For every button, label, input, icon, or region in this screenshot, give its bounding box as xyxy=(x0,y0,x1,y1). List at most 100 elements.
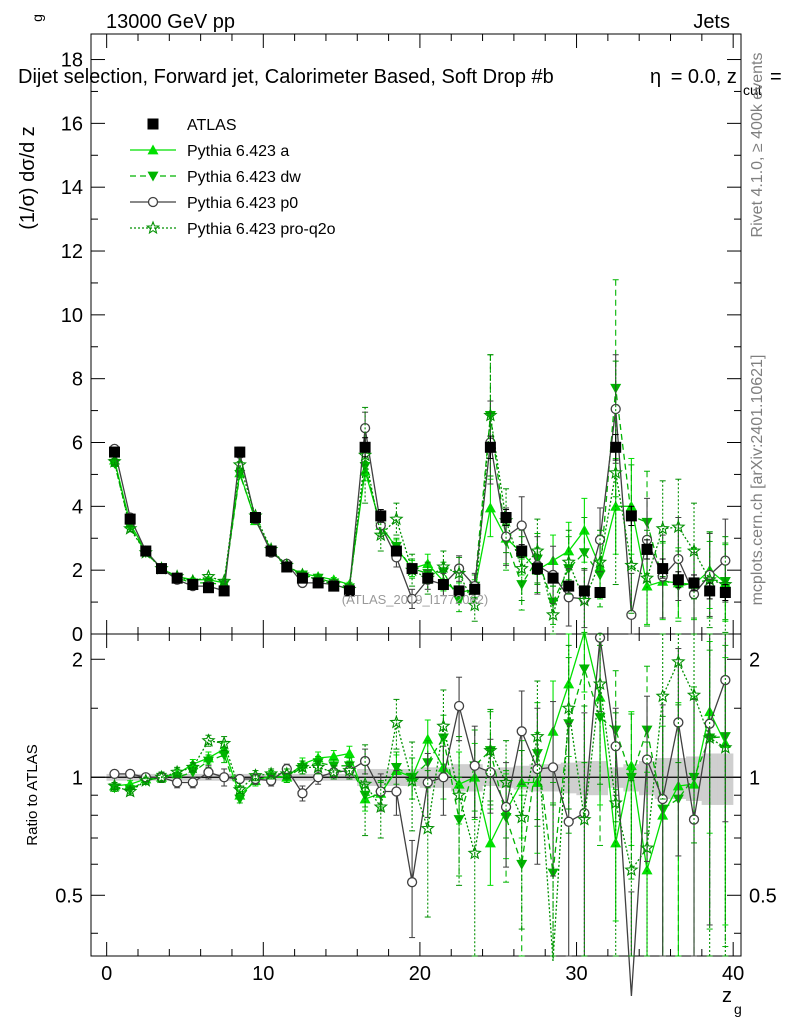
marker-star xyxy=(201,733,216,747)
marker-star xyxy=(624,862,639,877)
ratio-series-layer xyxy=(107,629,733,997)
ratio-ytick-label: 1 xyxy=(72,767,83,789)
marker-star xyxy=(311,759,326,774)
marker-star xyxy=(232,457,247,471)
marker-star xyxy=(279,766,294,781)
series-line xyxy=(113,408,726,616)
marker-square xyxy=(296,572,308,584)
marker-circle xyxy=(125,768,136,780)
marker-square xyxy=(108,446,120,458)
legend-item: Pythia 6.423 dw xyxy=(130,169,301,186)
ratio-ytick-label: 2 xyxy=(72,649,83,671)
legend-label: Pythia 6.423 a xyxy=(187,143,289,160)
main-ytick-label: 2 xyxy=(72,560,83,582)
xtick-label: 30 xyxy=(565,963,587,985)
marker-circle xyxy=(626,609,637,621)
marker-triangle-up xyxy=(641,580,653,591)
marker-star xyxy=(420,821,435,835)
marker-circle xyxy=(516,520,527,531)
ratio-ytick-label-right: 0.5 xyxy=(749,885,777,907)
title-eta-symbol: η xyxy=(650,66,661,88)
marker-triangle-down xyxy=(516,859,528,870)
marker-star xyxy=(145,220,161,235)
marker-circle xyxy=(563,816,574,827)
marker-star xyxy=(138,773,153,787)
series-line xyxy=(113,459,726,594)
marker-square xyxy=(422,572,434,584)
marker-square xyxy=(281,561,293,573)
marker-star xyxy=(169,764,185,779)
marker-star xyxy=(107,454,122,468)
marker-square xyxy=(249,512,261,524)
main-ytick-label: 14 xyxy=(61,177,83,199)
marker-circle xyxy=(203,767,214,778)
marker-star xyxy=(373,527,388,542)
series-pythia-6-423-pro-q2o xyxy=(107,633,733,961)
marker-square xyxy=(516,545,528,557)
legend-label: Pythia 6.423 dw xyxy=(187,169,301,186)
main-ylabel: (1/σ) dσ/d z xyxy=(17,126,39,230)
marker-star xyxy=(467,845,482,860)
marker-star xyxy=(592,554,608,569)
marker-circle xyxy=(469,760,480,771)
title-cut-sub: cut xyxy=(743,82,762,98)
marker-circle xyxy=(563,592,574,603)
marker-star xyxy=(483,742,498,757)
legend-label: Pythia 6.423 p0 xyxy=(187,195,298,212)
marker-star xyxy=(123,784,138,798)
marker-circle xyxy=(187,777,198,788)
plot-title-eta: η = 0.0, z xyxy=(650,66,737,88)
header-right: Jets xyxy=(693,11,730,33)
legend-item: Pythia 6.423 pro-q2o xyxy=(130,220,336,238)
marker-square xyxy=(218,585,230,597)
marker-star xyxy=(608,795,623,810)
marker-triangle-up xyxy=(328,750,340,761)
marker-star xyxy=(561,554,576,569)
analysis-watermark: (ATLAS_2019_I1772062) xyxy=(342,592,488,607)
marker-star xyxy=(154,769,169,784)
marker-star xyxy=(232,782,247,796)
marker-square xyxy=(641,543,653,555)
series-line xyxy=(114,637,726,997)
marker-star xyxy=(107,778,122,793)
marker-star xyxy=(624,557,639,572)
ratio-ylabel: Ratio to ATLAS xyxy=(24,744,41,845)
marker-triangle-up xyxy=(641,864,653,875)
marker-square xyxy=(312,577,324,589)
marker-square xyxy=(171,572,183,584)
mcplots-label: mcplots.cern.ch [arXiv:2401.10621] xyxy=(749,355,766,606)
marker-square xyxy=(531,563,543,575)
marker-circle xyxy=(406,877,418,888)
marker-star xyxy=(592,676,608,691)
marker-square xyxy=(202,582,214,594)
legend-item: Pythia 6.423 a xyxy=(130,143,289,160)
marker-star xyxy=(326,764,341,779)
ratio-ytick-label-right: 2 xyxy=(749,649,760,671)
main-ytick-label: 8 xyxy=(72,369,83,391)
marker-square xyxy=(147,118,159,130)
xlabel-sub: g xyxy=(734,1001,742,1017)
title-eta: = 0.0, z xyxy=(671,66,737,88)
marker-star xyxy=(498,775,514,789)
marker-triangle-up xyxy=(422,733,434,744)
marker-star xyxy=(686,543,702,558)
marker-circle xyxy=(391,786,402,797)
marker-star xyxy=(451,787,467,802)
marker-square xyxy=(359,441,371,453)
title-main: Dijet selection, Forward jet, Calorimete… xyxy=(18,66,554,88)
xtick-label: 20 xyxy=(409,963,431,985)
marker-square xyxy=(234,446,246,458)
marker-star xyxy=(530,729,545,743)
marker-circle xyxy=(485,767,496,778)
marker-triangle-up xyxy=(484,837,496,848)
marker-square xyxy=(484,441,496,453)
marker-triangle-up xyxy=(147,144,159,155)
series-atlas xyxy=(108,434,731,601)
marker-circle xyxy=(438,772,449,783)
main-ytick-label: 6 xyxy=(72,433,83,455)
marker-star xyxy=(123,521,138,535)
marker-circle xyxy=(312,772,324,783)
main-ytick-label: 12 xyxy=(61,241,83,263)
ratio-axis-ticks: 0.5 0.51 12 20 10 20 30 40 xyxy=(55,634,777,985)
series-pythia-6-423-p0 xyxy=(109,632,731,997)
